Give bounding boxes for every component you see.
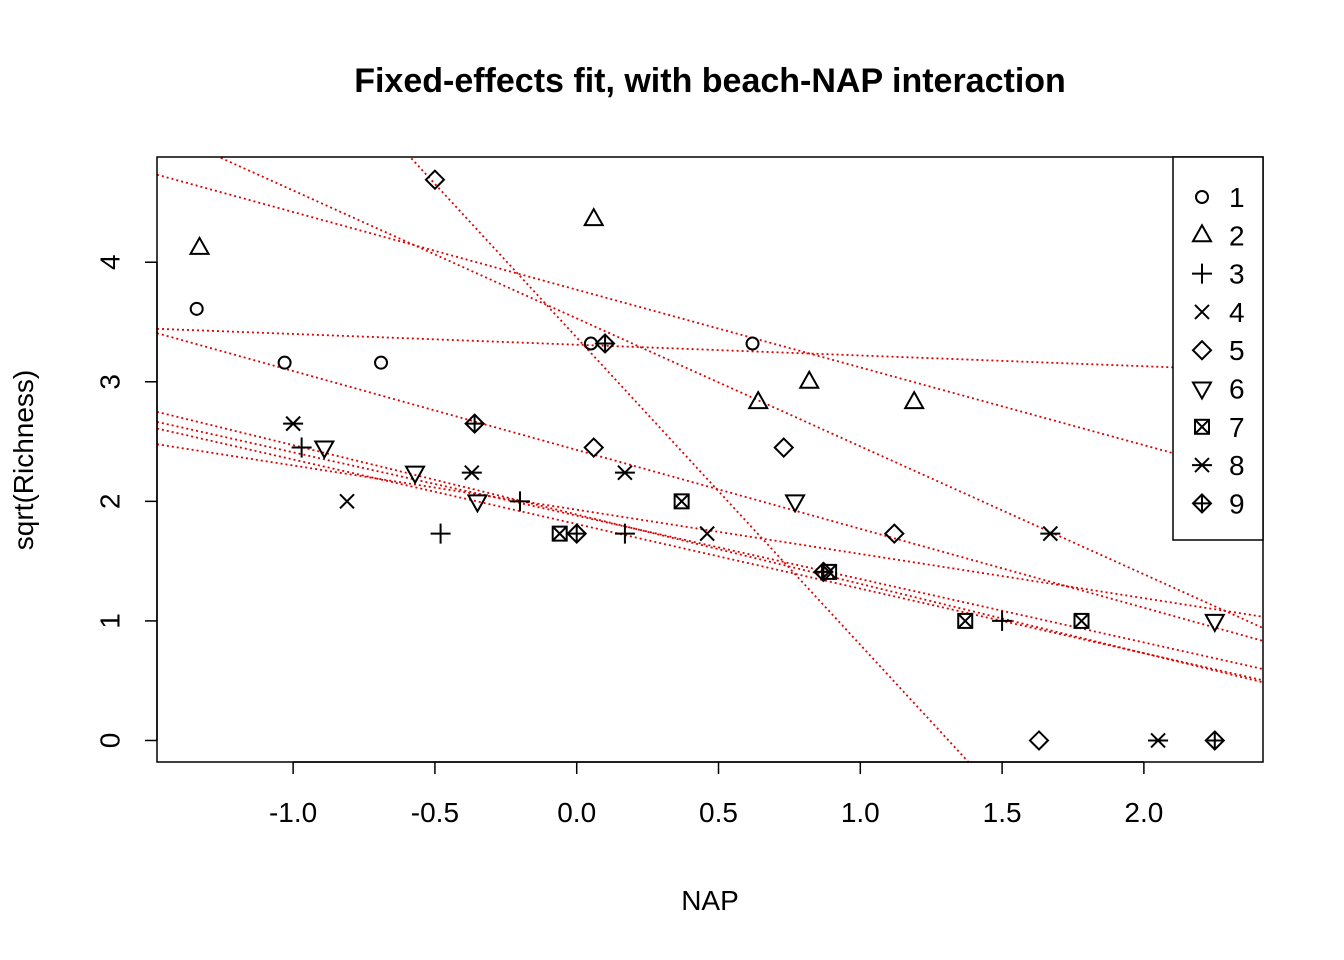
- point-beach-2: [903, 390, 925, 410]
- point-beach-6: [466, 494, 489, 514]
- x-tick-label: 0.5: [699, 797, 738, 828]
- point-beach-6: [313, 440, 336, 460]
- legend-symbol-9: [1191, 492, 1213, 514]
- y-tick-label: 3: [95, 374, 126, 390]
- point-beach-1: [374, 355, 389, 370]
- point-beach-9: [1204, 730, 1226, 751]
- point-beach-7: [957, 612, 974, 629]
- data-points: [188, 169, 1226, 751]
- legend-label-6: 6: [1229, 374, 1245, 405]
- y-tick-label: 1: [95, 613, 126, 629]
- x-axis-label: NAP: [681, 885, 739, 916]
- legend-label-4: 4: [1229, 297, 1245, 328]
- point-beach-8: [1148, 732, 1169, 749]
- fitted-line-7: [157, 427, 1263, 682]
- axes: -1.0 -0.5 0.0 0.5 1.0 1.5 2.0 0 1 2 3 4: [95, 156, 1264, 828]
- legend-label-9: 9: [1229, 488, 1245, 519]
- legend-symbol-8: [1192, 457, 1212, 473]
- point-beach-8: [461, 464, 482, 481]
- legend-symbol-5: [1191, 339, 1213, 361]
- point-beach-3: [509, 491, 530, 512]
- point-beach-6: [784, 494, 806, 514]
- point-beach-5: [583, 437, 605, 458]
- point-beach-8: [283, 415, 304, 432]
- fitted-line-8: [157, 410, 1263, 684]
- x-tick-label: -1.0: [269, 797, 317, 828]
- point-beach-5: [883, 523, 905, 545]
- point-beach-1: [189, 301, 204, 316]
- point-beach-9: [813, 561, 834, 583]
- point-beach-1: [745, 336, 760, 351]
- legend-symbol-3: [1192, 263, 1212, 284]
- legend-symbol-6: [1191, 381, 1213, 401]
- y-tick-label: 2: [95, 494, 126, 510]
- legend-label-5: 5: [1229, 335, 1245, 366]
- point-beach-3: [992, 610, 1013, 631]
- legend-label-1: 1: [1229, 182, 1245, 213]
- legend-symbol-4: [1194, 304, 1210, 320]
- x-tick-label: 1.0: [841, 797, 880, 828]
- legend-label-2: 2: [1229, 220, 1245, 251]
- fitted-line-5: [408, 157, 970, 762]
- fitted-line-4: [157, 332, 1263, 642]
- legend-symbol-1: [1195, 190, 1209, 204]
- point-beach-1: [277, 355, 292, 370]
- x-tick-label: 0.0: [557, 797, 596, 828]
- y-tick-label: 0: [95, 733, 126, 749]
- point-beach-4: [339, 493, 355, 510]
- legend-label-8: 8: [1229, 450, 1245, 481]
- point-beach-9: [566, 523, 588, 545]
- y-tick-label: 4: [95, 254, 126, 270]
- legend-label-7: 7: [1229, 412, 1245, 443]
- point-beach-3: [291, 437, 312, 458]
- point-beach-9: [594, 333, 616, 354]
- fitted-line-2: [157, 327, 1263, 372]
- fitted-lines: [157, 157, 1263, 762]
- x-tick-label: -0.5: [411, 797, 459, 828]
- point-beach-2: [747, 390, 769, 410]
- point-beach-8: [614, 464, 635, 481]
- point-beach-2: [188, 235, 211, 255]
- point-beach-9: [464, 413, 486, 435]
- fitted-line-3: [216, 157, 1263, 629]
- point-beach-4: [699, 525, 715, 542]
- point-beach-3: [614, 523, 635, 544]
- point-beach-5: [424, 169, 446, 191]
- fitted-line-6: [157, 443, 1263, 618]
- legend-label-3: 3: [1229, 259, 1245, 290]
- point-beach-6: [1204, 613, 1226, 633]
- legend-symbol-7: [1194, 418, 1210, 435]
- legend: 1 2 3 4 5 6 7 8 9: [1172, 156, 1264, 541]
- point-beach-8: [1040, 525, 1061, 542]
- point-beach-2: [798, 369, 820, 389]
- fitted-line-9: [157, 421, 1263, 670]
- legend-box: [1172, 156, 1264, 541]
- point-beach-7: [1073, 612, 1090, 629]
- point-beach-5: [773, 437, 795, 458]
- point-beach-5: [1028, 730, 1050, 751]
- fitted-line-1: [157, 173, 1263, 479]
- y-axis-label: sqrt(Richness): [8, 370, 39, 550]
- point-beach-2: [583, 207, 605, 227]
- point-beach-7: [673, 493, 690, 510]
- x-tick-label: 2.0: [1124, 797, 1163, 828]
- point-beach-7: [551, 525, 568, 542]
- legend-symbol-2: [1191, 223, 1213, 243]
- point-beach-3: [430, 523, 451, 544]
- chart-title: Fixed-effects fit, with beach-NAP intera…: [354, 62, 1066, 100]
- point-beach-6: [404, 465, 426, 485]
- x-tick-label: 1.5: [983, 797, 1022, 828]
